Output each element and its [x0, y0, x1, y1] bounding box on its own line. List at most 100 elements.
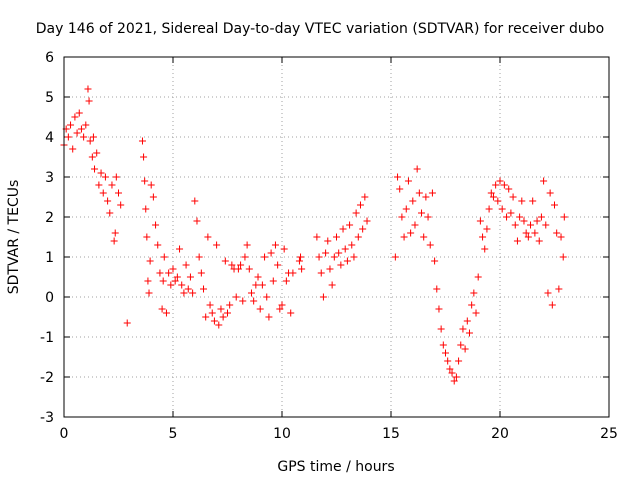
data-point [271, 241, 279, 249]
data-point [398, 213, 406, 221]
data-point [402, 205, 410, 213]
data-point [213, 241, 221, 249]
data-point [330, 253, 338, 261]
chart-title: Day 146 of 2021, Sidereal Day-to-day VTE… [36, 21, 604, 37]
data-point [324, 237, 332, 245]
data-point [138, 137, 146, 145]
data-point [328, 281, 336, 289]
data-point [394, 173, 402, 181]
data-point [524, 233, 532, 241]
data-point [152, 221, 160, 229]
data-point [533, 217, 541, 225]
data-point [89, 133, 97, 141]
data-point [173, 273, 181, 281]
data-point [149, 193, 157, 201]
data-point [97, 169, 105, 177]
data-point [313, 233, 321, 241]
data-point [287, 309, 295, 317]
data-point [413, 165, 421, 173]
data-point [518, 197, 526, 205]
data-point [520, 217, 528, 225]
data-point [509, 193, 517, 201]
data-point [217, 305, 225, 313]
data-point [171, 277, 179, 285]
data-point [115, 189, 122, 197]
data-point [474, 273, 482, 281]
data-point [339, 225, 347, 233]
data-point [145, 289, 153, 297]
data-point [269, 277, 277, 285]
data-point [88, 153, 96, 161]
data-point [84, 85, 92, 93]
data-point [141, 177, 149, 185]
data-point [352, 209, 360, 217]
data-point [176, 245, 184, 253]
data-point [354, 233, 362, 241]
data-points [60, 85, 568, 385]
data-point [191, 197, 199, 205]
data-point [282, 277, 290, 285]
data-point [557, 233, 565, 241]
data-point [80, 133, 88, 141]
data-point [507, 209, 515, 217]
data-point [487, 189, 495, 197]
data-point [553, 229, 561, 237]
data-point [346, 221, 354, 229]
data-point [261, 253, 269, 261]
data-point [254, 273, 262, 281]
data-point [400, 233, 408, 241]
data-point [182, 261, 190, 269]
data-point [363, 217, 371, 225]
x-tick-label: 10 [273, 426, 291, 442]
data-point [241, 253, 249, 261]
data-point [448, 369, 456, 377]
data-point [250, 297, 258, 305]
data-point [343, 257, 351, 265]
data-point [542, 221, 550, 229]
data-point [415, 189, 423, 197]
data-point [322, 249, 330, 257]
data-point [537, 213, 545, 221]
x-tick-label: 15 [382, 426, 400, 442]
data-point [85, 97, 93, 105]
data-point [455, 357, 463, 365]
data-point [91, 165, 99, 173]
y-tick-label: 4 [45, 130, 54, 146]
data-point [457, 341, 465, 349]
data-point [111, 229, 119, 237]
data-point [154, 241, 162, 249]
x-tick-label: 25 [600, 426, 618, 442]
data-point [492, 181, 500, 189]
data-point [465, 329, 473, 337]
data-point [356, 201, 364, 209]
data-point [295, 257, 303, 265]
data-point [551, 201, 558, 209]
data-point [117, 201, 125, 209]
data-point [71, 113, 79, 121]
data-point [459, 325, 467, 333]
y-tick-label: 3 [45, 170, 54, 186]
data-point [197, 269, 205, 277]
data-point [297, 253, 305, 261]
data-point [527, 221, 535, 229]
y-tick-label: 6 [45, 50, 54, 66]
data-point [470, 289, 478, 297]
data-point [428, 189, 436, 197]
data-point [461, 345, 469, 353]
data-point [483, 225, 491, 233]
data-point [433, 285, 441, 293]
y-axis-label: SDTVAR / TECUs [6, 180, 22, 295]
data-point [444, 357, 452, 365]
data-point [479, 233, 487, 241]
x-tick-label: 20 [491, 426, 509, 442]
data-point [450, 377, 458, 385]
data-point [511, 221, 519, 229]
data-point [431, 257, 439, 265]
data-point [86, 137, 94, 145]
data-point [500, 181, 508, 189]
data-point [221, 257, 229, 265]
data-point [420, 233, 428, 241]
data-point [315, 253, 323, 261]
data-point [263, 293, 271, 301]
data-point [178, 281, 186, 289]
